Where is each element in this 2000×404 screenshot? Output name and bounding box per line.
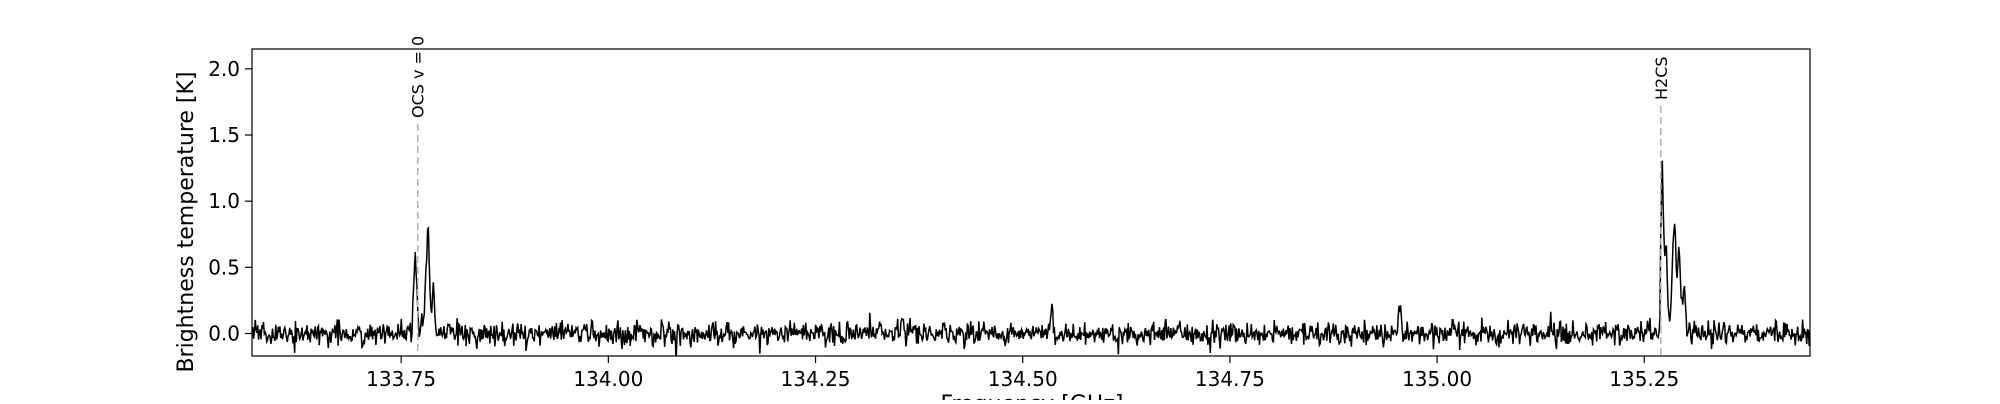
x-tick-label: 133.75 (366, 367, 436, 391)
x-tick-label: 134.50 (988, 367, 1058, 391)
y-tick-label: 0.5 (208, 255, 240, 279)
y-tick-label: 1.0 (208, 189, 240, 213)
plot-area (252, 160, 1810, 356)
axes: 133.75 134.00 134.25 134.50 134.75 135.00 135.… (208, 48, 1811, 391)
x-tick-label: 134.25 (781, 367, 851, 391)
y-axis-label: Brightness temperature [K] (174, 71, 199, 372)
annotations: OCS v = 0 H2CS (409, 36, 1671, 356)
x-tick-label: 134.75 (1195, 367, 1265, 391)
x-tick-label: 135.25 (1609, 367, 1679, 391)
plot-frame (251, 48, 1811, 357)
y-tick-label: 0.0 (208, 322, 240, 346)
y-tick-label: 2.0 (208, 57, 240, 81)
line-label-1: H2CS (1652, 56, 1671, 100)
x-tick-label: 135.00 (1402, 367, 1472, 391)
x-tick-label: 134.00 (573, 367, 643, 391)
y-tick-label: 1.5 (208, 123, 240, 147)
spectrum-line (252, 160, 1810, 356)
line-label-0: OCS v = 0 (409, 36, 428, 118)
x-axis-label: Frequency [GHz] (941, 392, 1124, 400)
